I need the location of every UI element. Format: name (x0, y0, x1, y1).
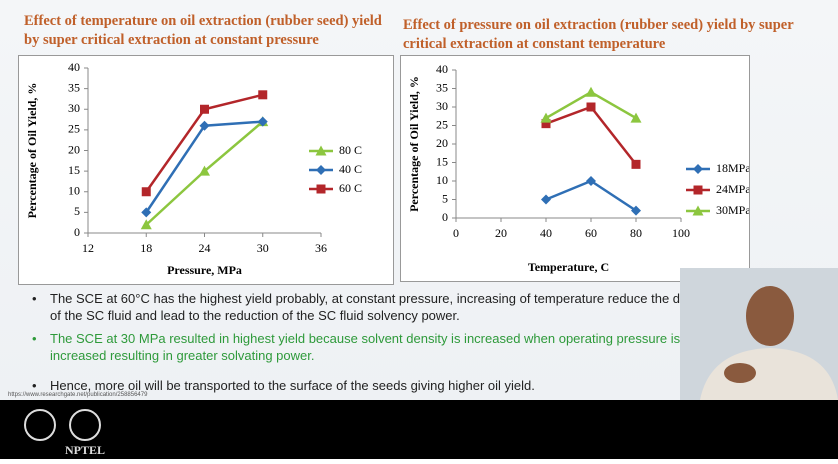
chart-panel: 0 5 10 15 20 25 30 35 40 0 20 40 60 80 100 Temperature,… (400, 55, 750, 282)
point (632, 160, 641, 169)
x-tick-label: 0 (453, 226, 459, 240)
point (258, 90, 267, 99)
legend-marker (317, 185, 326, 194)
source-url: https://www.researchgate.net/publication… (8, 392, 147, 398)
chart: 0 5 10 15 20 25 30 35 40 12 18 24 30 36 Pressure, MPa P… (19, 56, 393, 284)
point (541, 113, 552, 123)
x-tick-label: 36 (315, 241, 327, 255)
y-tick-label: 5 (442, 191, 448, 205)
x-tick-label: 60 (585, 226, 597, 240)
y-axis-label: Percentage of Oil Yield, % (407, 76, 421, 212)
point (631, 113, 642, 123)
y-tick-label: 40 (436, 62, 448, 76)
x-tick-label: 12 (82, 241, 94, 255)
y-tick-label: 10 (68, 184, 80, 198)
y-tick-label: 0 (442, 210, 448, 224)
y-tick-label: 0 (74, 225, 80, 239)
chart-title: Effect of pressure on oil extraction (ru… (403, 16, 803, 54)
point (142, 187, 151, 196)
x-tick-label: 100 (672, 226, 690, 240)
x-tick-label: 40 (540, 226, 552, 240)
legend-marker (694, 186, 703, 195)
x-tick-label: 30 (257, 241, 269, 255)
page: Effect of temperature on oil extraction … (0, 0, 838, 459)
x-tick-label: 18 (140, 241, 152, 255)
logo-text: NPTEL (65, 443, 105, 457)
point (587, 103, 596, 112)
y-tick-label: 15 (436, 154, 448, 168)
x-tick-label: 20 (495, 226, 507, 240)
x-tick-label: 24 (199, 241, 211, 255)
presenter-video (680, 268, 838, 400)
series-line (546, 107, 636, 164)
y-tick-label: 15 (68, 163, 80, 177)
y-tick-label: 10 (436, 173, 448, 187)
x-axis-label: Pressure, MPa (167, 263, 242, 277)
y-tick-label: 20 (436, 136, 448, 150)
y-tick-label: 25 (68, 122, 80, 136)
y-tick-label: 35 (68, 80, 80, 94)
point (200, 105, 209, 114)
y-tick-label: 5 (74, 204, 80, 218)
y-axis-label: Percentage of Oil Yield, % (25, 83, 39, 219)
x-tick-label: 80 (630, 226, 642, 240)
logos: NPTEL (0, 400, 120, 459)
y-tick-label: 30 (436, 99, 448, 113)
chart-panel: 0 5 10 15 20 25 30 35 40 12 18 24 30 36 Pressure, MPa P… (18, 55, 394, 285)
legend-label: 18MPa (716, 161, 749, 175)
footer-bar: NPTEL (0, 400, 838, 459)
legend-label: 40 C (339, 162, 362, 176)
chart: 0 5 10 15 20 25 30 35 40 0 20 40 60 80 100 Temperature,… (401, 56, 749, 281)
legend-label: 30MPa (716, 203, 749, 217)
slide: Effect of temperature on oil extraction … (0, 0, 838, 400)
x-axis-label: Temperature, C (528, 260, 609, 274)
legend-label: 80 C (339, 143, 362, 157)
y-tick-label: 25 (436, 117, 448, 131)
y-tick-label: 30 (68, 101, 80, 115)
legend-label: 24MPa (716, 182, 749, 196)
bullet: The SCE at 30 MPa resulted in highest yi… (30, 330, 720, 364)
y-tick-label: 35 (436, 80, 448, 94)
legend-label: 60 C (339, 181, 362, 195)
point (541, 195, 551, 205)
y-tick-label: 20 (68, 142, 80, 156)
chart-title: Effect of temperature on oil extraction … (24, 12, 394, 50)
bullet: The SCE at 60°C has the highest yield pr… (30, 290, 720, 324)
legend-marker (693, 164, 703, 174)
y-tick-label: 40 (68, 60, 80, 74)
legend-marker (316, 165, 326, 175)
point (586, 87, 597, 97)
